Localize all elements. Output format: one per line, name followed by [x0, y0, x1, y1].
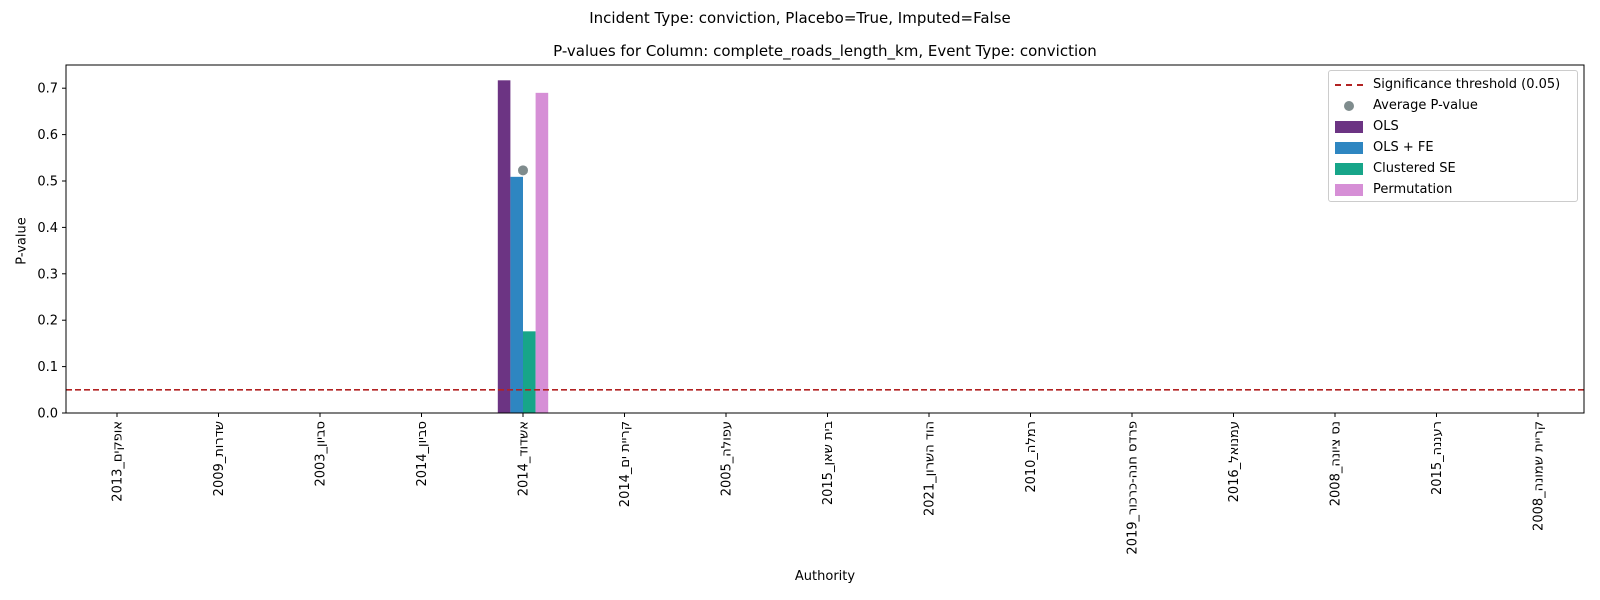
x-tick-label: פרדס חנה-כרכור_2019 [1126, 421, 1141, 555]
average-point-4 [518, 165, 528, 176]
x-tick-label: נס ציונה_2008 [1329, 421, 1344, 506]
legend-label-clustered-se: Clustered SE [1373, 161, 1456, 176]
figure-suptitle: Incident Type: conviction, Placebo=True,… [589, 9, 1011, 27]
x-tick-label: קריית ים_2014 [618, 421, 633, 507]
x-tick-label: הוד השרון_2021 [923, 421, 938, 516]
bar-0-4 [497, 80, 511, 413]
legend-label-threshold: Significance threshold (0.05) [1373, 77, 1561, 92]
dot-marker-icon [1335, 100, 1363, 112]
legend-item-average: Average P-value [1335, 95, 1577, 116]
bar-3-4 [535, 92, 549, 413]
color-swatch-icon [1335, 183, 1363, 196]
plot-frame [65, 64, 1585, 414]
y-tick-label: 0.0 [37, 407, 58, 422]
x-tick-label: עפולה_2005 [720, 421, 735, 496]
y-tick-label: 0.3 [37, 267, 58, 282]
y-tick-label: 0.1 [37, 360, 58, 375]
x-tick-label: סביון_2003 [314, 421, 329, 487]
y-tick-label: 0.5 [37, 175, 58, 190]
y-tick-label: 0.2 [37, 314, 58, 329]
color-swatch-icon [1335, 162, 1363, 175]
x-tick-label: אופקים_2013 [111, 421, 126, 502]
color-swatch-icon [1335, 141, 1363, 154]
y-tick-label: 0.7 [37, 82, 58, 97]
x-tick-label: קריית שמונה_2008 [1532, 421, 1547, 531]
color-swatch-icon [1335, 120, 1363, 133]
x-tick-label: שדרות_2009 [212, 421, 227, 496]
legend-item-ols-fe: OLS + FE [1335, 137, 1577, 158]
x-tick-label: אשדוד_2014 [517, 421, 532, 496]
legend-item-permutation: Permutation [1335, 179, 1577, 200]
legend-item-clustered-se: Clustered SE [1335, 158, 1577, 179]
x-tick-label: בית שאן_2015 [821, 421, 836, 505]
bar-2-4 [523, 331, 536, 413]
legend-label-ols: OLS [1373, 119, 1399, 134]
x-axis-label: Authority [794, 569, 856, 584]
x-tick-label: רעננה_2015 [1430, 421, 1445, 495]
legend-item-ols: OLS [1335, 116, 1577, 137]
legend-label-ols-fe: OLS + FE [1373, 140, 1434, 155]
x-tick-label: סביון_2014 [415, 421, 430, 487]
x-tick-label: עמנואל_2016 [1227, 421, 1242, 502]
y-tick-label: 0.6 [37, 128, 58, 143]
chart-title: P-values for Column: complete_roads_leng… [553, 42, 1097, 60]
x-tick-label: רמלה_2010 [1024, 421, 1039, 493]
legend: Significance threshold (0.05) Average P-… [1328, 70, 1578, 202]
legend-item-threshold: Significance threshold (0.05) [1335, 74, 1577, 95]
bar-1-4 [510, 176, 523, 413]
dashed-line-icon [1335, 83, 1363, 86]
y-tick-label: 0.4 [37, 221, 58, 236]
legend-label-average: Average P-value [1373, 98, 1478, 113]
legend-label-permutation: Permutation [1373, 182, 1453, 197]
